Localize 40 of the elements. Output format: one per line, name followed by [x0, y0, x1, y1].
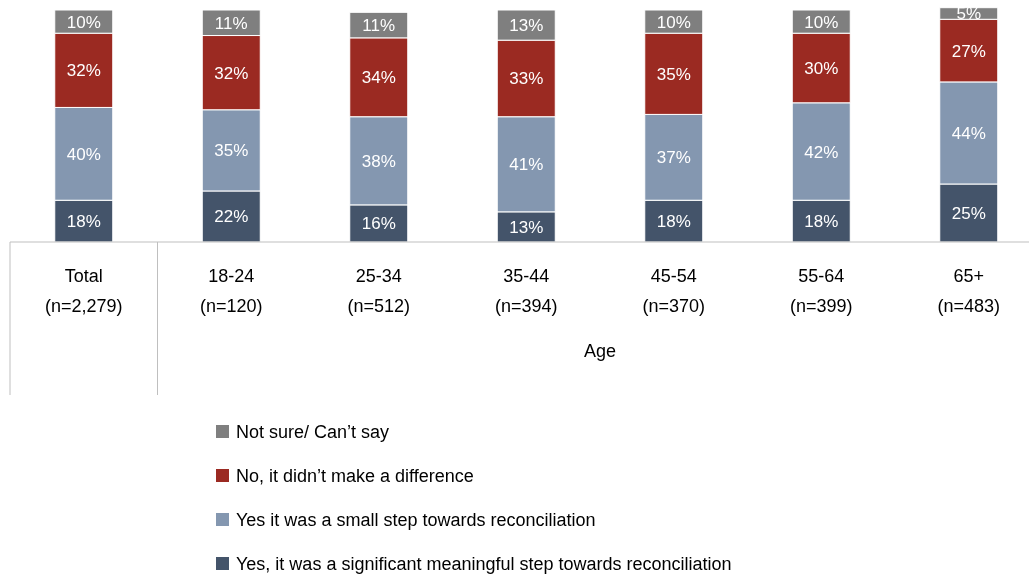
- x-tick-label: 18-24 (n=120): [199, 266, 263, 316]
- data-label: 5%: [956, 4, 982, 24]
- data-label: 41%: [509, 155, 544, 175]
- data-label: 11%: [214, 13, 248, 33]
- legend-label: Yes, it was a significant meaningful step towards reconciliation: [236, 554, 732, 574]
- data-label: 25%: [951, 204, 986, 223]
- data-label: 38%: [361, 151, 396, 171]
- data-label: 32%: [214, 63, 249, 83]
- data-label: 11%: [362, 16, 396, 36]
- data-label: 13%: [509, 16, 544, 36]
- data-label: 40%: [66, 144, 101, 164]
- x-tick-label: 25-34 (n=512): [347, 266, 411, 316]
- data-label: 37%: [656, 148, 691, 168]
- data-label: 35%: [214, 141, 249, 161]
- data-label: 22%: [214, 207, 249, 227]
- legend-label: Yes it was a small step towards reconciliation: [236, 510, 596, 530]
- data-label: 10%: [656, 12, 691, 32]
- x-tick-label: 35-44 (n=394): [494, 266, 558, 316]
- data-label: 16%: [361, 214, 396, 234]
- x-tick-label: Total (n=2,279): [44, 266, 123, 316]
- data-label: 18%: [804, 212, 839, 232]
- data-label: 27%: [951, 41, 986, 61]
- data-label: 18%: [656, 212, 691, 232]
- text: Age: [583, 341, 617, 361]
- data-label: 33%: [509, 69, 544, 89]
- data-label: 34%: [361, 68, 396, 88]
- data-label: 30%: [804, 59, 839, 78]
- x-tick-label: 65+ (n=483): [937, 266, 1001, 316]
- legend-label: No, it didn’t make a difference: [236, 466, 474, 486]
- data-label: 18%: [66, 212, 101, 232]
- legend-label: Not sure/ Can’t say: [236, 422, 390, 442]
- data-label: 13%: [509, 217, 544, 237]
- data-label: 42%: [804, 142, 839, 162]
- data-label: 32%: [66, 61, 101, 81]
- x-tick-label: 45-54 (n=370): [642, 266, 706, 316]
- data-label: 10%: [66, 12, 101, 32]
- data-label: 10%: [804, 12, 839, 32]
- data-label: 44%: [951, 123, 986, 143]
- x-tick-label: 55-64 (n=399): [789, 266, 853, 316]
- data-label: 35%: [656, 64, 691, 84]
